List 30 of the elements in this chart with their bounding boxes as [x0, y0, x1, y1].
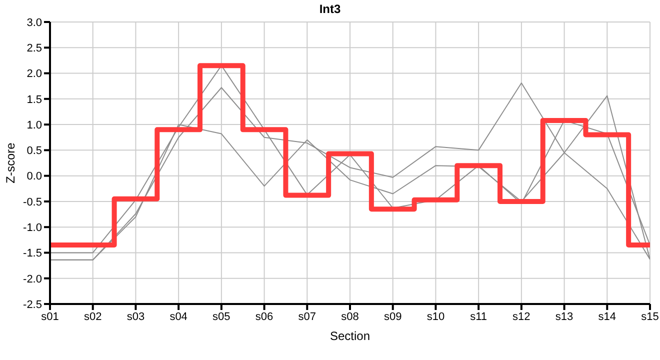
y-tick-label: 2.5 [26, 42, 42, 55]
x-tick-label: s10 [426, 310, 445, 323]
x-tick-label: s09 [384, 310, 402, 323]
x-tick-label: s07 [298, 310, 316, 323]
x-tick-label: s08 [341, 310, 359, 323]
y-tick-label: -2.5 [23, 298, 42, 311]
x-tick-label: s02 [84, 310, 102, 323]
x-tick-label: s06 [255, 310, 274, 323]
y-tick-label: 1.0 [26, 119, 42, 132]
y-tick-label: -2.0 [23, 273, 42, 286]
y-tick-label: 0.5 [26, 145, 42, 158]
y-tick-label: -1.0 [23, 222, 42, 234]
y-tick-label: -1.5 [23, 248, 42, 260]
y-tick-label: 2.0 [26, 68, 42, 80]
x-axis-title: Section [330, 329, 370, 343]
x-tick-label: s13 [555, 310, 574, 323]
y-axis-title: Z-score [3, 142, 18, 184]
chart-title: Int3 [318, 2, 342, 16]
y-tick-label: 3.0 [26, 16, 42, 29]
x-tick-label: s12 [512, 310, 530, 323]
x-tick-label: s03 [126, 310, 145, 323]
x-tick-label: s04 [170, 310, 188, 323]
x-tick-label: s15 [641, 310, 659, 323]
x-tick-label: s14 [598, 310, 616, 323]
y-tick-label: 0.0 [26, 170, 42, 183]
x-tick-label: s01 [41, 310, 59, 323]
x-tick-label: s11 [470, 310, 488, 323]
y-tick-label: -0.5 [23, 196, 42, 208]
y-tick-label: 1.5 [26, 94, 42, 106]
x-tick-label: s05 [212, 310, 230, 323]
